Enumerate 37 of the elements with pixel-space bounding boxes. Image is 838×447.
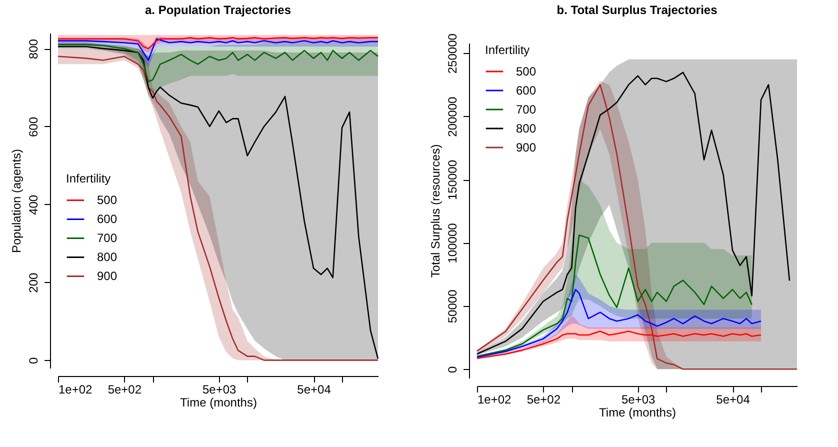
y-tick-label: 200000	[446, 96, 460, 137]
y-tick-label: 200	[26, 272, 40, 293]
y-tick-label: 400	[26, 194, 40, 215]
x-tick-label: 1e+02	[478, 392, 512, 406]
legend-label: 500	[516, 64, 536, 78]
x-axis-title: Time (months)	[180, 396, 257, 410]
legend-label: 800	[97, 250, 118, 264]
legend-label: 700	[516, 102, 536, 116]
legend-label: 500	[97, 193, 118, 208]
legend-title: Infertility	[66, 172, 111, 186]
y-tick-label: 150000	[446, 160, 460, 200]
y-tick-label: 50000	[446, 289, 460, 324]
x-tick-label: 5e+03	[621, 392, 656, 406]
x-tick-label: 5e+02	[108, 382, 142, 396]
x-tick-label: 5e+04	[297, 382, 332, 396]
y-tick-label: 0	[26, 357, 40, 364]
x-axis-title: Time (months)	[599, 406, 676, 420]
legend-title: Infertility	[485, 43, 530, 57]
chart-title: b. Total Surplus Trajectories	[556, 3, 718, 18]
chart-title: a. Population Trajectories	[144, 3, 292, 17]
y-tick-label: 0	[446, 366, 460, 373]
x-tick-label: 5e+03	[202, 382, 237, 396]
legend-label: 800	[516, 122, 536, 136]
x-tick-label: 5e+04	[716, 392, 750, 406]
y-axis-title: Total Surplus (resources)	[428, 144, 442, 278]
legend-label: 600	[97, 212, 118, 226]
y-tick-label: 100000	[446, 222, 460, 264]
y-tick-label: 600	[26, 116, 40, 138]
legend-label: 900	[516, 140, 536, 154]
x-tick-label: 5e+02	[526, 392, 561, 406]
x-tick-label: 1e+02	[58, 382, 93, 396]
legend-label: 700	[97, 231, 118, 246]
y-tick-label: 250000	[446, 33, 460, 74]
legend-label: 900	[97, 269, 118, 284]
y-axis-title: Population (agents)	[10, 148, 24, 254]
legend-label: 600	[516, 84, 536, 98]
y-tick-label: 800	[26, 38, 40, 60]
